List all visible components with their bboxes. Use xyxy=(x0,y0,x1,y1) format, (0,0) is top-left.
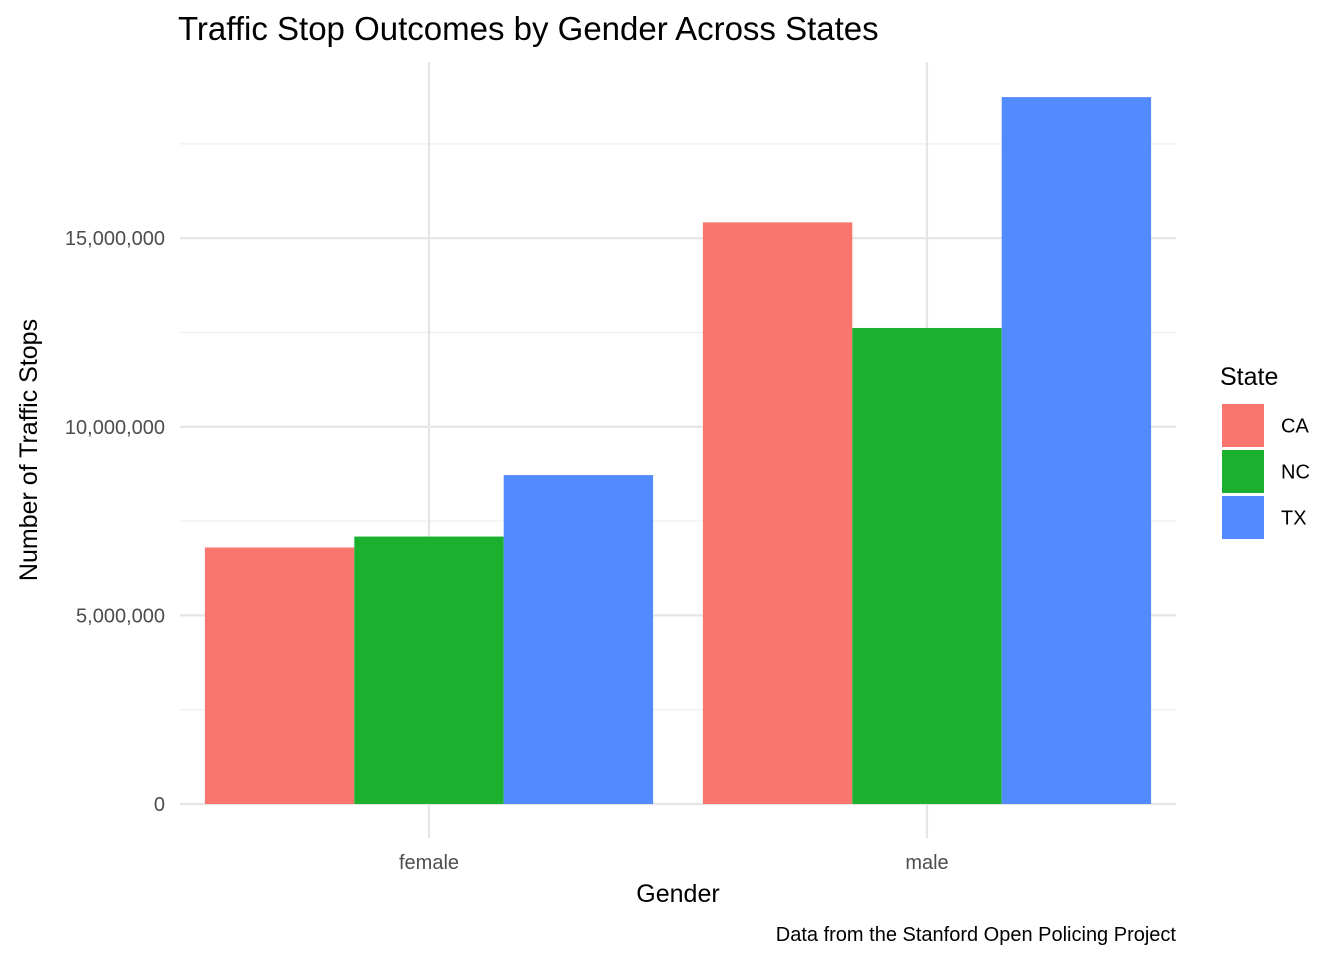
bar-nc-male xyxy=(852,327,1002,804)
y-tick-label: 5,000,000 xyxy=(76,605,165,627)
bar-ca-female xyxy=(204,547,355,804)
legend-label-tx: TX xyxy=(1281,508,1307,530)
bar-tx-male xyxy=(1001,97,1152,804)
y-axis-title: Number of Traffic Stops xyxy=(15,319,43,581)
x-axis-ticks: female male xyxy=(399,852,949,874)
legend-label-nc: NC xyxy=(1281,462,1310,484)
x-tick-label: male xyxy=(905,852,948,874)
chart-title: Traffic Stop Outcomes by Gender Across S… xyxy=(178,10,879,47)
bar-ca-male xyxy=(702,222,853,804)
bars xyxy=(204,97,1152,804)
legend-key-ca xyxy=(1222,404,1264,447)
x-axis-title: Gender xyxy=(636,880,719,908)
bar-nc-female xyxy=(354,536,504,804)
chart-caption: Data from the Stanford Open Policing Pro… xyxy=(776,924,1177,946)
y-axis-ticks: 0 5,000,000 10,000,000 15,000,000 xyxy=(65,228,165,816)
legend: State CA NC TX xyxy=(1220,363,1310,539)
y-tick-label: 0 xyxy=(154,794,165,816)
y-tick-label: 10,000,000 xyxy=(65,417,165,439)
bar-tx-female xyxy=(503,475,654,804)
y-tick-label: 15,000,000 xyxy=(65,228,165,250)
x-tick-label: female xyxy=(399,852,459,874)
legend-key-nc xyxy=(1222,450,1264,493)
legend-label-ca: CA xyxy=(1281,416,1309,438)
legend-key-tx xyxy=(1222,496,1264,539)
legend-title: State xyxy=(1220,363,1278,391)
